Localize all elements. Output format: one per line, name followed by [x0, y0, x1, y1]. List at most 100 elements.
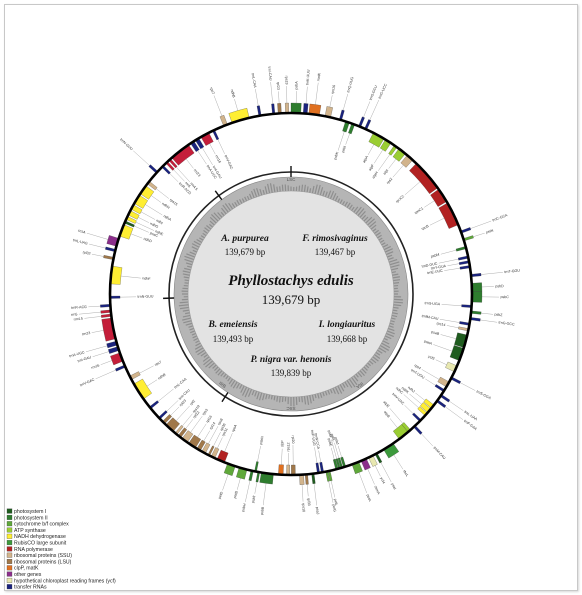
gene-label-line — [84, 316, 102, 319]
gene-label: matK — [316, 72, 321, 81]
gene-label-line — [278, 91, 280, 104]
gene-label: trnG-UCC — [378, 83, 388, 100]
gene-label: rps4 — [413, 363, 421, 370]
gene-label-line — [91, 254, 104, 257]
gene-block — [271, 103, 276, 115]
gene-label: trnP-UGG — [310, 430, 316, 447]
gene-label: rps16 — [331, 85, 337, 95]
gene-label: rpl33 — [306, 498, 311, 506]
gene-label: trnT-GGU — [504, 268, 520, 274]
gene-label: trnY-GUA — [431, 264, 447, 271]
gene-label: trnD-GUC — [421, 261, 438, 268]
gene-block — [409, 163, 438, 194]
gene-label-line — [254, 481, 258, 494]
gene-label-line — [237, 478, 241, 490]
gene-label: psaC — [149, 231, 159, 238]
gene-label: trnN-GUU — [119, 138, 134, 152]
gene-label: rpl23 — [276, 82, 280, 90]
species-length-i-longiauritus: 139,668 bp — [327, 334, 368, 344]
gene-label-line — [176, 405, 190, 421]
gene-label-line — [367, 468, 375, 485]
gene-label-line — [89, 243, 106, 249]
legend-swatch — [6, 527, 13, 533]
gene-label: trnT-UGU — [410, 368, 425, 380]
gene-label: rps2 — [386, 177, 394, 185]
gene-label-line — [404, 181, 421, 195]
gene-label-line — [146, 379, 158, 387]
gene-label-line — [86, 233, 109, 240]
gene-label-line — [480, 272, 503, 275]
gene-label-line — [440, 249, 457, 255]
gene-label-line — [389, 408, 403, 424]
gene-label-line — [374, 149, 383, 164]
gene-label: trnE-UUC — [427, 269, 443, 275]
legend-swatch — [6, 521, 13, 527]
gene-label-line — [314, 447, 318, 464]
gene-block-layer — [100, 102, 483, 485]
gene-label-line — [439, 319, 460, 323]
gene-label: trnS-GGA — [476, 389, 492, 400]
gene-label-line — [213, 432, 221, 447]
gene-label-line — [190, 416, 203, 433]
gene-label: ndhI — [155, 218, 163, 225]
main-species-length: 139,679 bp — [262, 292, 321, 307]
gene-block — [470, 273, 482, 277]
gene-label: psaA — [424, 339, 434, 346]
gene-label: ndhG — [149, 222, 159, 230]
gene-label: psbK — [333, 151, 340, 161]
legend-label: hypothetical chloroplast reading frames … — [14, 578, 116, 584]
gene-label-line — [425, 378, 436, 386]
gene-label: rpoC2 — [395, 194, 405, 203]
gene-label-line — [139, 365, 154, 374]
gene-label-line — [334, 442, 340, 459]
gene-label: ndhA — [163, 214, 173, 222]
gene-label-line — [234, 99, 238, 111]
gene-label-line — [404, 405, 414, 414]
gene-block — [471, 291, 483, 303]
gene-label-line — [130, 233, 143, 239]
gene-block — [109, 295, 121, 299]
gene-label-line — [133, 150, 150, 166]
gene-label: rpl14 — [209, 422, 217, 431]
gene-label: psbN — [259, 435, 265, 444]
gene-label-line — [202, 147, 213, 166]
gene-label: rps14 — [436, 321, 446, 327]
gene-label-line — [301, 484, 304, 502]
gene-label: atpF — [368, 163, 376, 172]
gene-label: psbT — [251, 494, 257, 503]
gene-label-line — [343, 93, 348, 111]
gene-label: ndhK — [401, 386, 410, 395]
gene-label-line — [120, 275, 141, 279]
gene-label: trnI-GAU — [77, 355, 92, 363]
gene-label: rps19 — [192, 404, 201, 413]
gene-label-line — [331, 480, 335, 498]
gene-label: psbF — [327, 430, 333, 440]
gene-label-line — [449, 400, 464, 411]
gene-label-line — [209, 143, 216, 155]
gene-label: trnV-GAC — [224, 154, 234, 170]
gene-label-line — [403, 394, 419, 408]
species-name-p-nigra: P. nigra var. henonis — [251, 355, 332, 365]
gene-label-line — [140, 211, 156, 220]
gene-label-line — [421, 433, 434, 447]
gene-label: trnI-CAU — [178, 388, 191, 401]
species-name-a-purpurea: A. purpurea — [220, 234, 269, 244]
gene-label-line — [345, 133, 350, 145]
gene-label: ndhE — [155, 229, 165, 236]
gene-label-line — [460, 382, 476, 391]
region-label-ira: IRA — [355, 381, 364, 390]
gene-label: rrn5 — [184, 181, 191, 188]
gene-label: atpI — [382, 168, 389, 175]
gene-block — [461, 304, 472, 308]
gene-label: trnL-UAG — [72, 238, 88, 246]
gene-label: trnfM-CAU — [421, 314, 439, 321]
legend-label: transfer RNAs — [14, 585, 47, 590]
gene-label: trnV-GAC — [79, 377, 95, 387]
legend-label: other genes — [14, 572, 42, 578]
gene-label: cemA — [373, 485, 381, 496]
legend-label: ATP synthase — [14, 528, 46, 534]
legend-swatch — [6, 552, 13, 558]
gene-label-line — [446, 325, 459, 328]
legend-label: photosystem II — [14, 515, 48, 521]
gene-label: trnA-UGC — [69, 350, 86, 358]
